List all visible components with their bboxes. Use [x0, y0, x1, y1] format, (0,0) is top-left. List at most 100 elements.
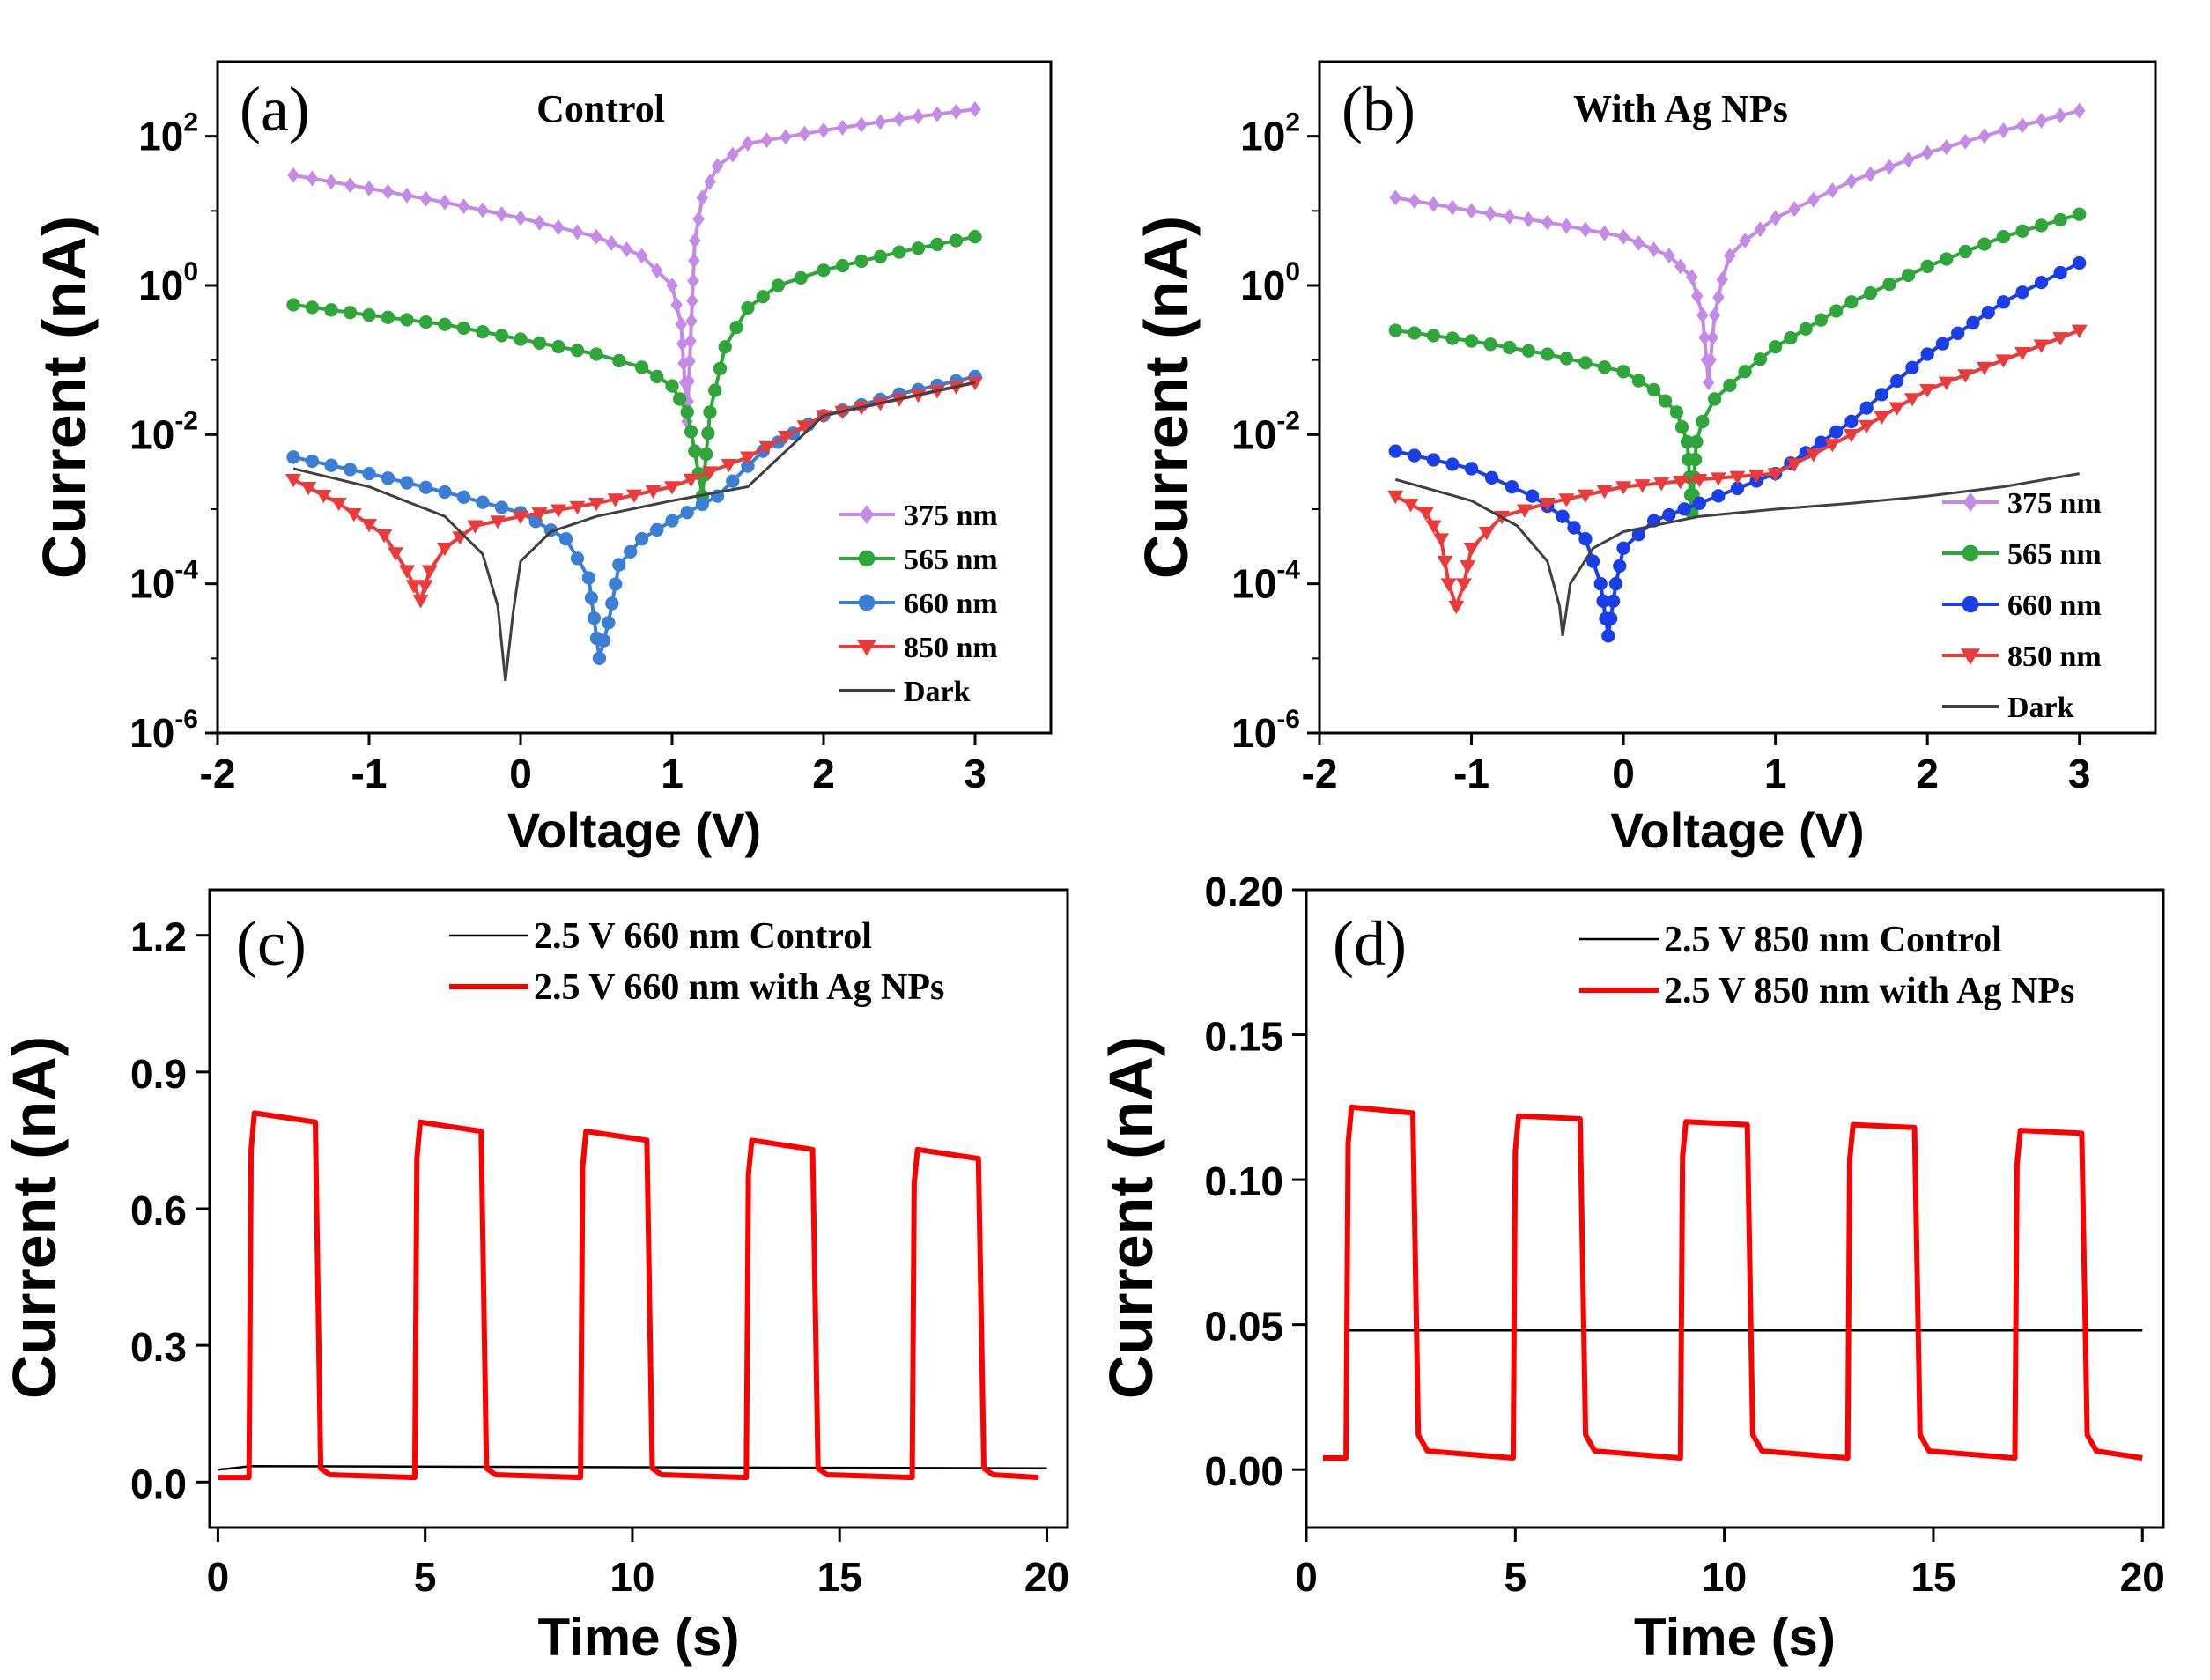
data-point-marker — [1957, 369, 1974, 383]
data-point-marker — [1874, 411, 1890, 425]
data-point-marker — [680, 506, 694, 520]
legend-label: 850 nm — [904, 632, 998, 664]
x-tick-label: 10 — [1702, 1554, 1747, 1600]
data-point-marker — [1712, 289, 1725, 306]
data-point-marker — [551, 339, 565, 354]
y-tick-label: 0.05 — [1204, 1304, 1283, 1350]
data-point-marker — [2016, 117, 2029, 134]
data-point-marker — [1556, 509, 1570, 523]
data-point-marker — [676, 336, 689, 352]
data-point-marker — [456, 490, 471, 504]
data-point-marker — [602, 616, 616, 630]
x-tick-label: 3 — [2068, 751, 2091, 796]
data-point-marker — [1613, 559, 1627, 574]
data-point-marker — [1448, 600, 1465, 615]
data-point-marker — [1940, 139, 1953, 156]
data-point-marker — [1920, 347, 1934, 361]
x-tick-label: 0 — [1612, 751, 1635, 796]
data-point-marker — [1977, 237, 1992, 251]
data-point-marker — [1658, 394, 1673, 408]
data-point-marker — [1615, 481, 1632, 495]
series-markers — [1389, 102, 2086, 391]
y-tick-label: 0.9 — [130, 1051, 187, 1097]
data-point-marker — [1503, 208, 1516, 225]
data-point-marker — [1814, 435, 1829, 449]
legend-label: 660 nm — [904, 588, 998, 620]
y-tick-base: 10 — [1231, 411, 1276, 457]
data-point-marker — [531, 507, 548, 522]
data-point-marker — [665, 379, 679, 393]
data-point-marker — [570, 344, 585, 358]
data-point-marker — [438, 317, 452, 331]
data-point-marker — [285, 474, 301, 488]
data-point-marker — [1585, 554, 1600, 568]
data-point-marker — [612, 353, 626, 368]
data-point-marker — [1978, 128, 1991, 144]
legend-label: 2.5 V 850 nm Control — [1664, 920, 2002, 960]
legend-label: 2.5 V 660 nm Control — [534, 916, 872, 957]
data-point-marker — [727, 146, 739, 163]
data-point-marker — [592, 651, 607, 665]
data-point-marker — [1704, 352, 1717, 368]
data-point-marker — [2034, 275, 2049, 290]
panel-label: (a) — [240, 74, 310, 144]
panel-label: (d) — [1333, 908, 1407, 979]
data-point-marker — [418, 480, 433, 494]
panel-title: Control — [536, 87, 665, 130]
data-point-marker — [1935, 337, 1950, 351]
data-point-marker — [1617, 228, 1630, 245]
data-point-marker — [1606, 594, 1621, 609]
data-point-marker — [912, 108, 925, 125]
data-point-marker — [1859, 419, 1875, 434]
data-point-marker — [2015, 285, 2029, 300]
data-point-marker — [1919, 384, 1936, 398]
data-point-marker — [2054, 107, 2066, 124]
series-markers — [286, 369, 982, 665]
data-point-marker — [836, 119, 849, 136]
y-tick-base: 10 — [129, 561, 174, 607]
y-tick-exponent: -2 — [174, 406, 198, 435]
data-point-marker — [552, 219, 565, 236]
data-point-marker — [2073, 102, 2086, 119]
data-point-marker — [778, 430, 794, 445]
x-tick-label: 3 — [964, 751, 987, 796]
data-point-marker — [596, 633, 611, 648]
legend-label: 2.5 V 660 nm with Ag NPs — [534, 967, 944, 1008]
x-tick-label: -2 — [1302, 751, 1338, 796]
x-axis-label: Time (s) — [1634, 1608, 1836, 1667]
data-point-marker — [1425, 520, 1442, 534]
data-point-marker — [1541, 347, 1555, 361]
y-axis-label: Current (nA) — [0, 1036, 69, 1399]
data-point-marker — [645, 485, 662, 500]
data-point-marker — [1807, 191, 1820, 208]
y-axis-label: Current (nA) — [1132, 216, 1201, 579]
data-point-marker — [650, 522, 664, 537]
data-point-marker — [476, 495, 490, 509]
data-point-marker — [794, 270, 808, 285]
data-point-marker — [551, 504, 566, 518]
data-point-marker — [1769, 210, 1782, 226]
data-point-marker — [589, 347, 603, 361]
data-point-marker — [689, 233, 701, 249]
data-point-marker — [1464, 462, 1479, 476]
y-tick-base: 10 — [138, 263, 183, 308]
data-point-marker — [381, 183, 395, 200]
data-point-marker — [306, 170, 319, 187]
data-point-marker — [1905, 360, 1919, 374]
data-point-marker — [1483, 337, 1497, 352]
y-tick-label: 0.10 — [1204, 1158, 1283, 1204]
data-point-marker — [1698, 329, 1711, 346]
y-tick-exponent: -4 — [174, 556, 198, 585]
data-point-marker — [859, 505, 875, 524]
data-point-marker — [1859, 401, 1874, 415]
data-point-marker — [708, 383, 722, 397]
data-point-marker — [1814, 313, 1829, 327]
data-point-marker — [1402, 499, 1419, 513]
data-point-marker — [400, 313, 414, 327]
data-point-marker — [695, 497, 710, 512]
data-point-marker — [911, 241, 926, 255]
data-point-marker — [701, 426, 715, 440]
data-point-marker — [2034, 218, 2049, 233]
